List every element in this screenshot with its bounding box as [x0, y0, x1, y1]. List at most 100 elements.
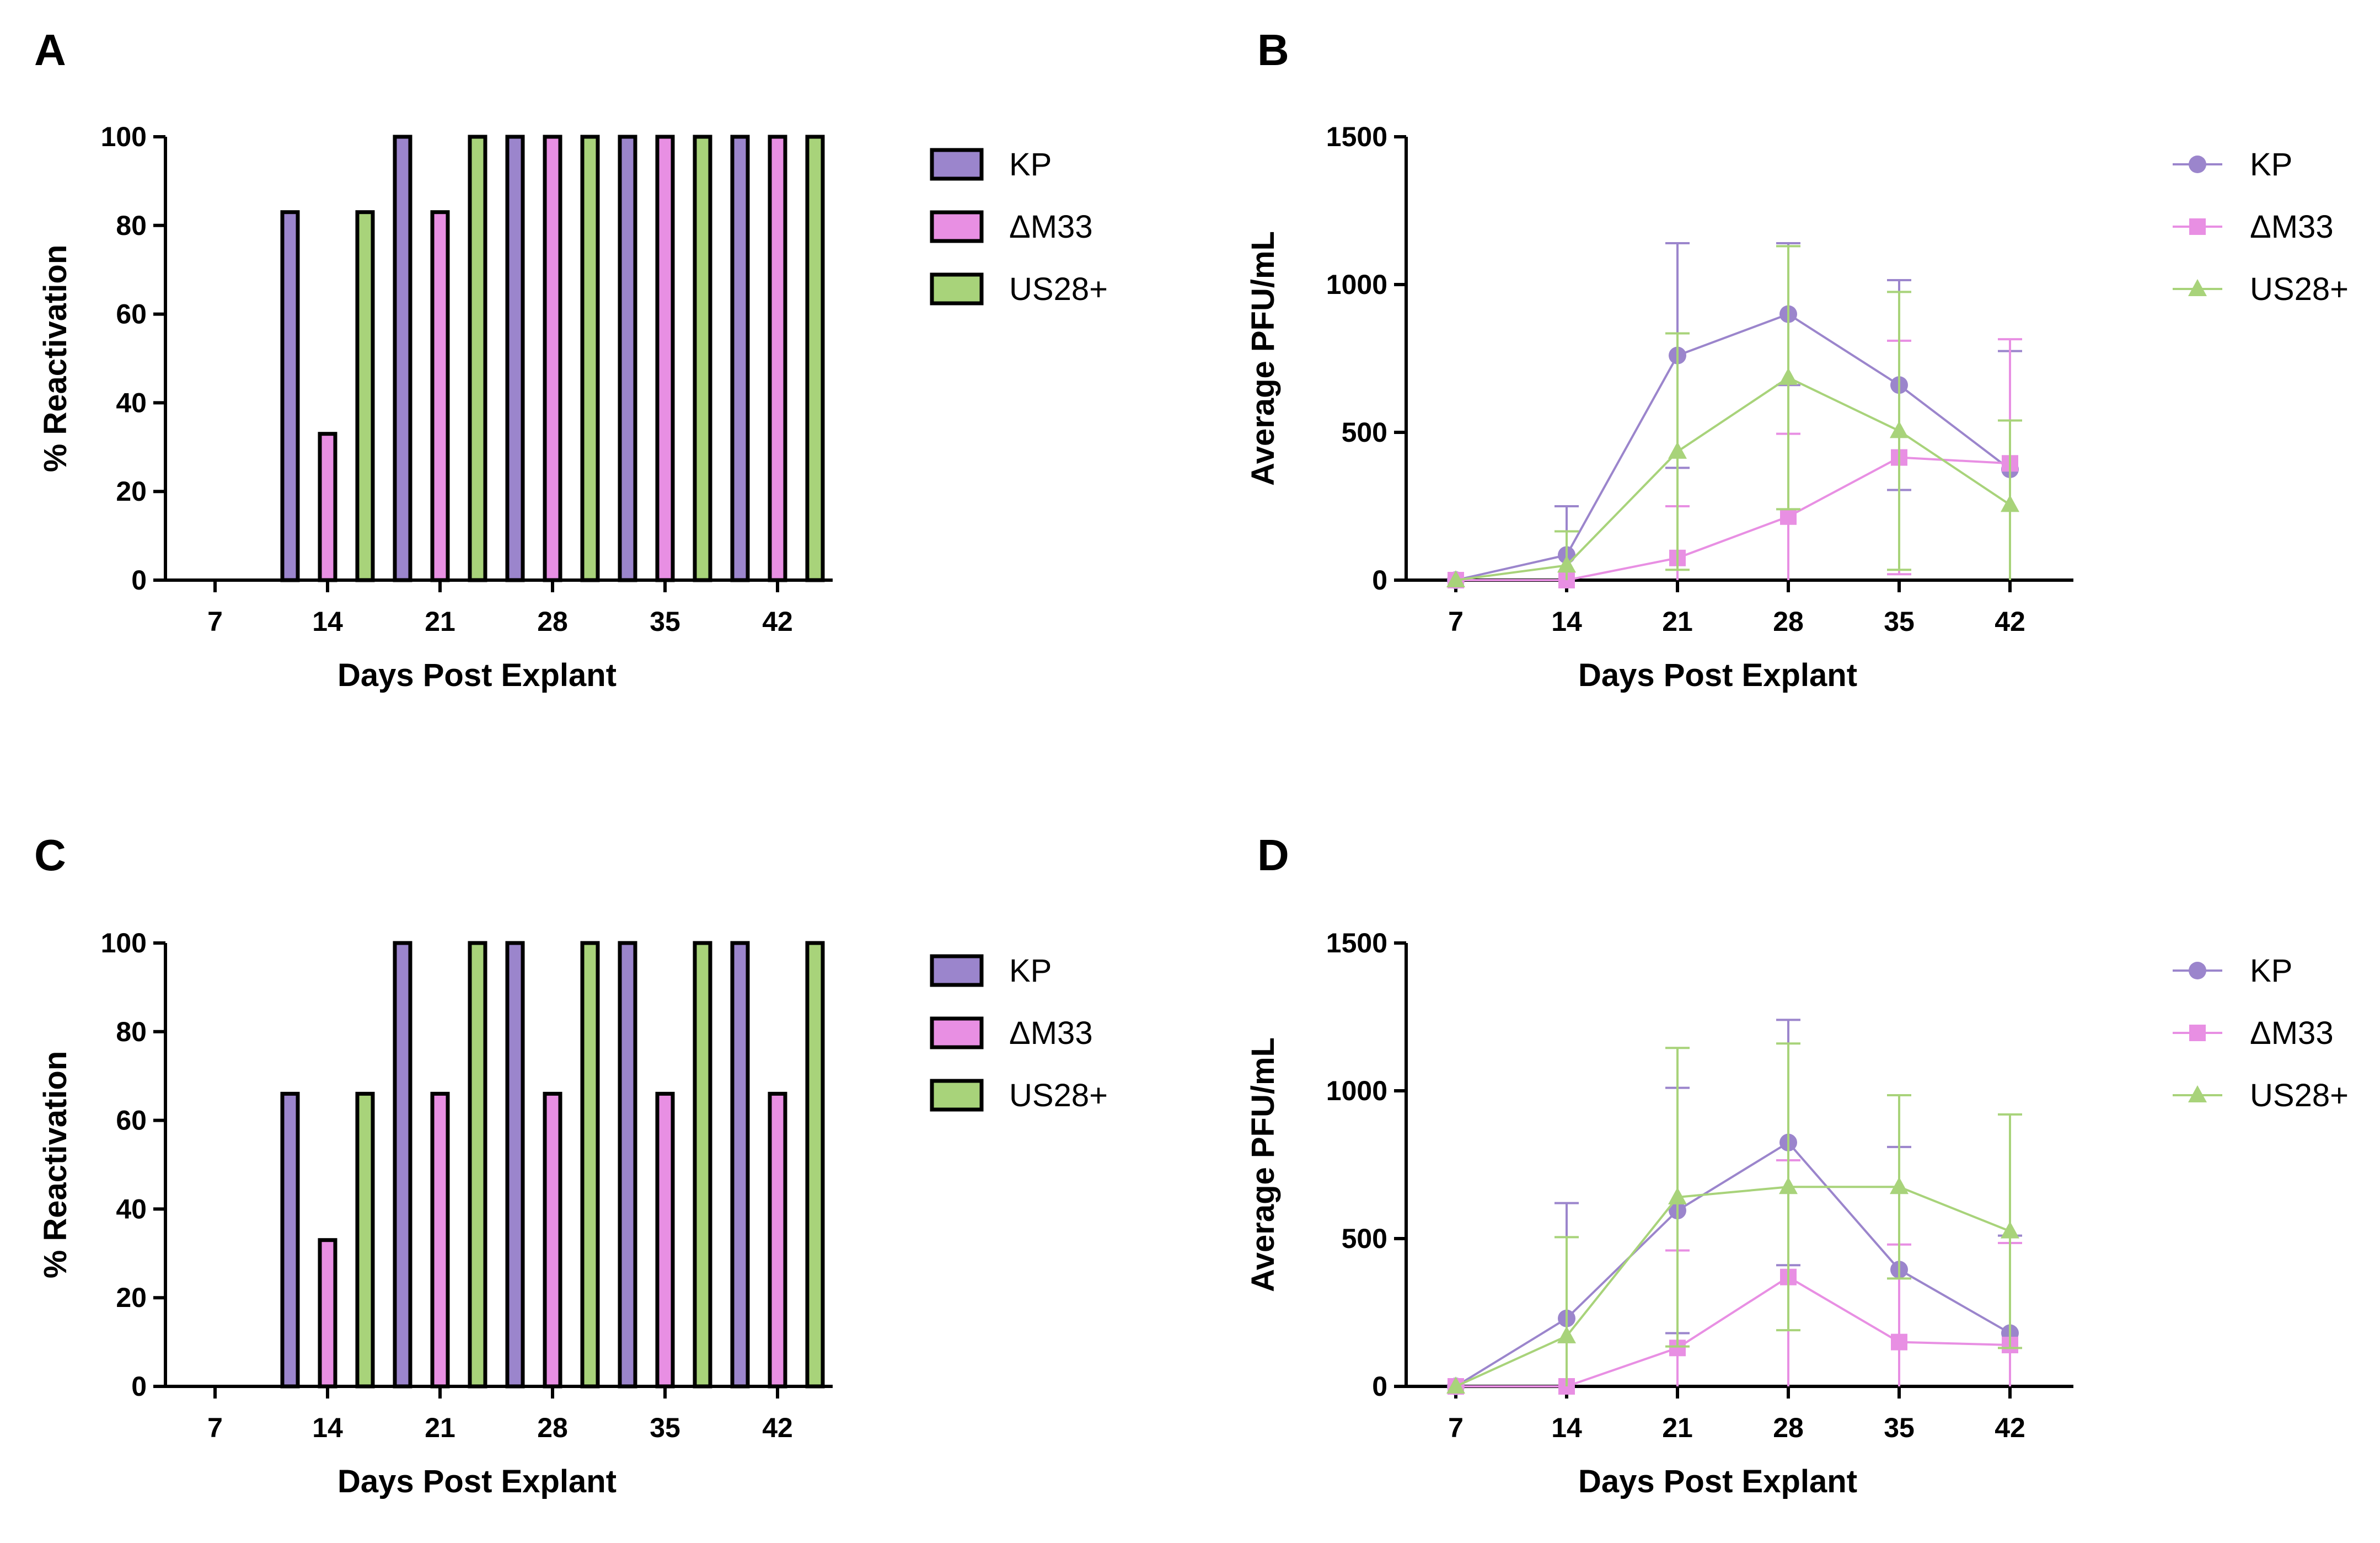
- bar-m33-day-14: [318, 1238, 337, 1389]
- bar-m33-day-35: [655, 1091, 675, 1389]
- point-us28-day-14: [1557, 555, 1576, 573]
- legend-marker-m33: [2189, 1025, 2206, 1041]
- y-axis-title: % Reactivation: [37, 245, 73, 473]
- x-tick-label-14: 14: [312, 1412, 343, 1443]
- point-us28-day-14: [1557, 1326, 1576, 1343]
- bar-us28-day-35: [693, 135, 712, 582]
- point-us28-day-7: [1446, 570, 1465, 587]
- line-kp: [1455, 1141, 2011, 1387]
- y-tick-label-20: 20: [116, 1282, 147, 1313]
- bar-m33-day-42: [768, 135, 787, 582]
- x-axis-title: Days Post Explant: [337, 657, 617, 693]
- line-us28: [1455, 376, 2011, 581]
- y-tick-label-0: 0: [1372, 565, 1387, 596]
- x-tick-label-21: 21: [1662, 606, 1693, 637]
- legend-label-m33: ΔM33: [2250, 209, 2334, 245]
- x-tick-label-14: 14: [1551, 606, 1582, 637]
- legend-swatch-kp: [930, 954, 984, 987]
- x-axis-title: Days Post Explant: [1578, 657, 1857, 693]
- x-tick-label-35: 35: [1884, 606, 1915, 637]
- legend-label-kp: KP: [2250, 147, 2292, 183]
- panel-d: D 0 500 1000 1500 Average PFU/mL Days Post Exp…: [1245, 831, 2349, 1499]
- y-tick-label-0: 0: [1372, 1371, 1387, 1402]
- line-m33: [1456, 1276, 2011, 1387]
- x-tick-label-28: 28: [1773, 606, 1804, 637]
- legend-marker-kp: [2189, 962, 2206, 979]
- y-tick-label-40: 40: [116, 1193, 147, 1224]
- x-tick-label-42: 42: [762, 1412, 793, 1443]
- point-us28-day-21: [1668, 1187, 1687, 1204]
- series-m33: [1448, 1159, 2022, 1395]
- bar-kp-day-21: [393, 941, 412, 1389]
- x-tick-label-28: 28: [537, 1412, 568, 1443]
- series-kp: [1447, 1019, 2022, 1395]
- legend-label-kp: KP: [1009, 953, 1052, 989]
- x-tick-label-21: 21: [425, 606, 455, 637]
- y-axis-title: Average PFU/mL: [1245, 231, 1281, 486]
- bar-kp-day-35: [618, 135, 637, 582]
- y-tick-label-1500: 1500: [1326, 928, 1387, 958]
- x-tick-label-7: 7: [207, 1412, 223, 1443]
- x-tick-label-42: 42: [1995, 606, 2025, 637]
- x-tick-label-35: 35: [650, 606, 680, 637]
- x-tick-label-7: 7: [1448, 606, 1464, 637]
- legend-swatch-us28: [930, 1079, 984, 1112]
- x-axis-title: Days Post Explant: [337, 1464, 617, 1499]
- bar-m33-day-35: [655, 135, 675, 582]
- x-tick-label-28: 28: [1773, 1412, 1804, 1443]
- legend-swatch-us28: [930, 272, 984, 306]
- bar-us28-day-28: [580, 135, 600, 582]
- legend-label-us28: US28+: [2250, 1078, 2349, 1113]
- y-tick-label-500: 500: [1342, 1223, 1387, 1254]
- y-axis-title: % Reactivation: [37, 1051, 73, 1279]
- y-tick-label-20: 20: [116, 476, 147, 507]
- point-us28-day-21: [1668, 441, 1687, 459]
- panel-b: B 0 500 1000 1500 Average PFU/mL Days Post Exp…: [1245, 25, 2349, 693]
- point-m33-day-28: [1780, 508, 1797, 525]
- y-tick-label-80: 80: [116, 210, 147, 241]
- bar-us28-day-42: [805, 941, 825, 1389]
- bar-us28-day-21: [468, 135, 487, 582]
- legend-swatch-m33: [930, 1016, 984, 1049]
- x-axis-title: Days Post Explant: [1578, 1464, 1857, 1499]
- bar-kp-day-42: [730, 135, 750, 582]
- point-us28-day-35: [1890, 1177, 1909, 1194]
- bar-m33-day-14: [318, 432, 337, 582]
- bar-kp-day-14: [280, 1091, 300, 1389]
- legend-label-kp: KP: [2250, 953, 2292, 989]
- panel-a: A 0 20 40 60 80 100 % Reactivation Days Post Exp…: [34, 25, 1108, 693]
- legend-label-m33: ΔM33: [1009, 209, 1093, 245]
- y-tick-label-100: 100: [101, 121, 147, 152]
- bar-kp-day-42: [730, 941, 750, 1389]
- line-m33: [1456, 456, 2011, 581]
- y-axis-title: Average PFU/mL: [1245, 1037, 1281, 1292]
- line-us28: [1455, 1186, 2011, 1387]
- point-us28-day-7: [1446, 1376, 1465, 1394]
- legend-marker-us28: [2188, 1085, 2207, 1102]
- y-tick-label-40: 40: [116, 387, 147, 418]
- point-us28-day-28: [1779, 1177, 1798, 1194]
- legend-swatch-m33: [930, 210, 984, 243]
- line-kp: [1455, 313, 2011, 581]
- point-us28-day-42: [2001, 1221, 2019, 1239]
- y-tick-label-60: 60: [116, 299, 147, 330]
- legend-label-us28: US28+: [2250, 271, 2349, 307]
- legend-label-kp: KP: [1009, 147, 1052, 183]
- x-tick-label-21: 21: [425, 1412, 455, 1443]
- bar-kp-day-28: [505, 941, 525, 1389]
- legend-label-m33: ΔM33: [2250, 1015, 2334, 1051]
- point-us28-day-42: [2001, 495, 2019, 512]
- x-tick-label-42: 42: [1995, 1412, 2025, 1443]
- y-tick-label-0: 0: [131, 1371, 147, 1402]
- legend-label-us28: US28+: [1009, 271, 1108, 307]
- y-tick-label-60: 60: [116, 1105, 147, 1136]
- x-tick-label-28: 28: [537, 606, 568, 637]
- legend-label-us28: US28+: [1009, 1078, 1108, 1113]
- panel-letter: A: [34, 25, 66, 74]
- legend-marker-us28: [2188, 279, 2207, 296]
- bar-m33-day-28: [543, 1091, 562, 1389]
- legend-marker-m33: [2189, 218, 2206, 235]
- point-us28-day-35: [1890, 421, 1909, 438]
- bar-kp-day-28: [505, 135, 525, 582]
